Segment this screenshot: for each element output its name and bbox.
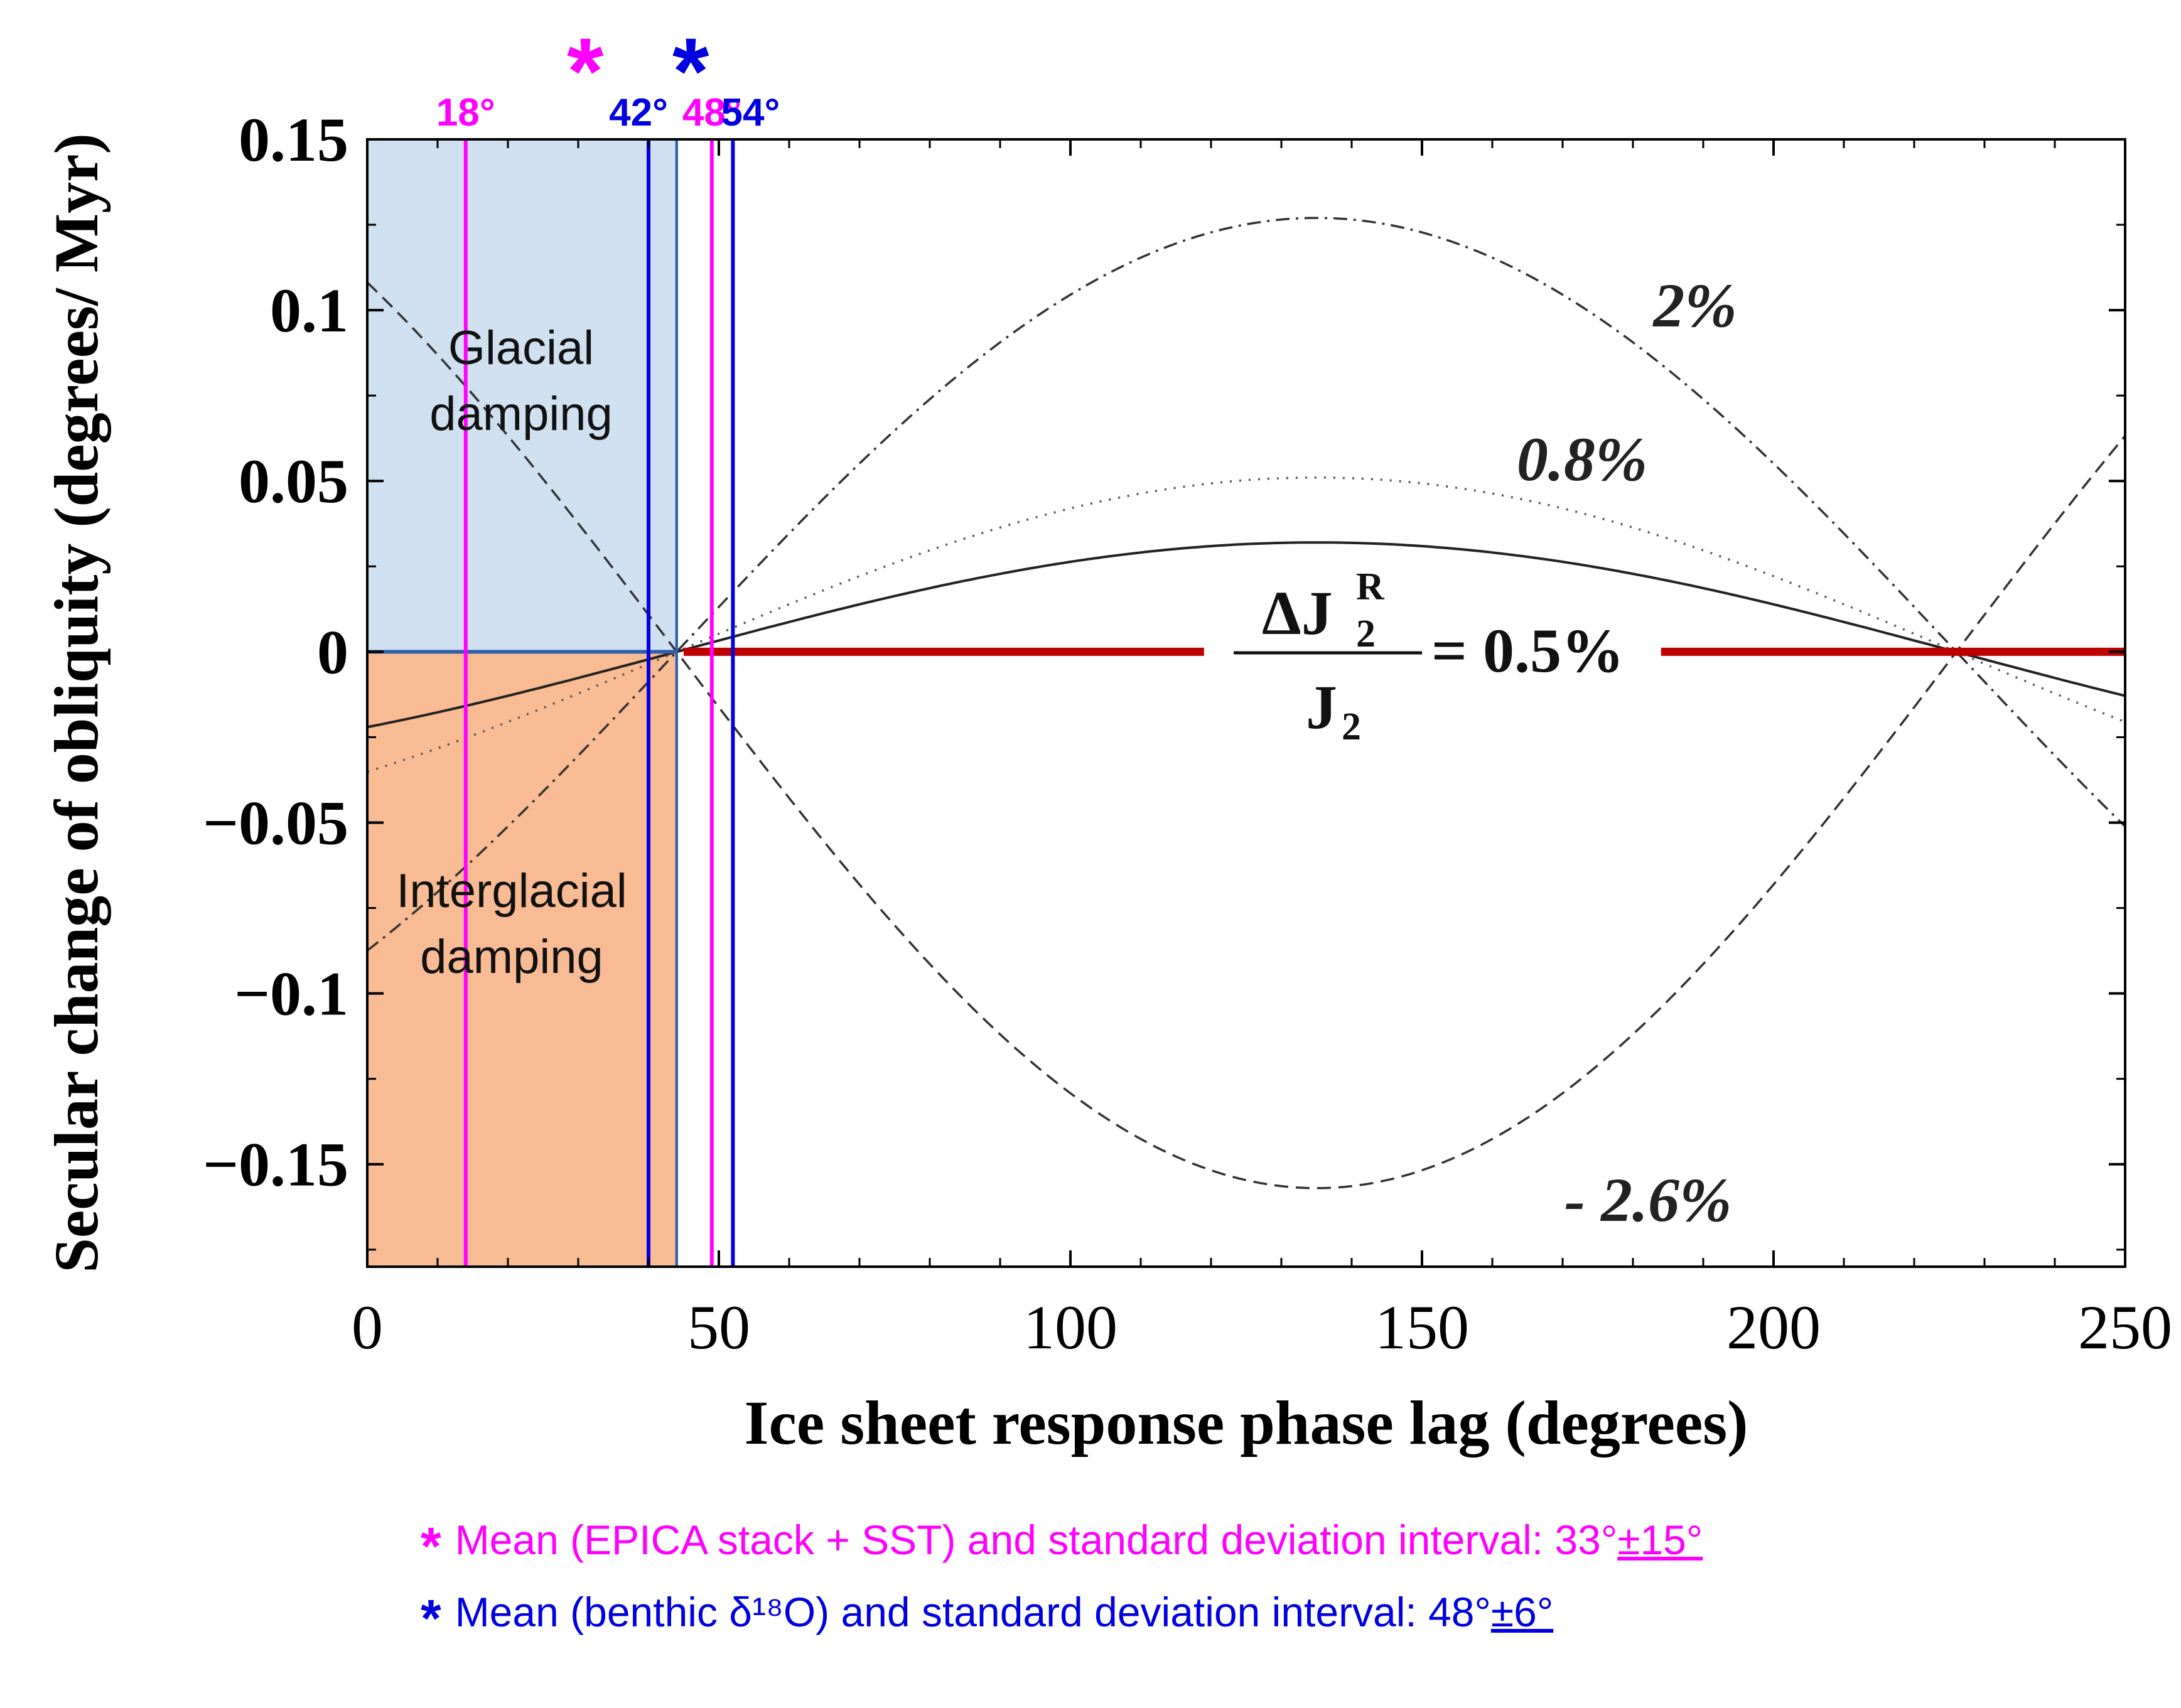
vline-label-2: 48°: [682, 91, 741, 134]
x-tick-label: 0: [352, 1292, 383, 1362]
y-axis-title: Secular change of obliquity (degrees/ My…: [41, 133, 111, 1273]
y-tick-label: −0.05: [203, 788, 348, 857]
vline-label-1: 42°: [609, 91, 668, 134]
equation-numerator: ΔJ: [1262, 578, 1333, 648]
plot-frame: [366, 138, 2126, 1268]
equation-numerator-subscript: 2: [1356, 613, 1376, 655]
curve-2pct: [366, 217, 2126, 952]
glacial-damping-label: Glacial: [448, 321, 594, 375]
magenta-star-icon: *: [421, 1517, 441, 1576]
x-axis-title: Ice sheet response phase lag (degrees): [745, 1388, 1748, 1458]
equation-denominator-subscript: 2: [1342, 706, 1361, 748]
equation-denominator: J: [1306, 672, 1337, 742]
footnote-benthic: * Mean (benthic δ¹⁸O) and standard deviat…: [421, 1588, 1553, 1649]
y-tick-label: −0.15: [203, 1130, 348, 1200]
magenta-star-marker: *: [567, 18, 604, 124]
x-tick-label: 250: [2078, 1292, 2172, 1362]
y-tick-label: 0.1: [270, 276, 348, 345]
x-tick-label: 150: [1375, 1292, 1469, 1362]
interglacial-damping-label: damping: [420, 930, 603, 984]
y-tick-label: 0.15: [239, 105, 348, 175]
y-tick-label: −0.1: [234, 959, 348, 1029]
x-tick-label: 100: [1023, 1292, 1117, 1362]
interglacial-damping-region: [366, 650, 678, 1268]
curve-0-5pct: [367, 541, 2126, 729]
curve-label-minus-2-6pct: - 2.6%: [1564, 1165, 1732, 1235]
equation-numerator-superscript: R: [1356, 566, 1385, 608]
footnote-epica: * Mean (EPICA stack + SST) and standard d…: [421, 1516, 1703, 1577]
x-tick-label: 200: [1726, 1292, 1821, 1362]
footnote-benthic-sd: ±6°: [1490, 1589, 1554, 1635]
vline-label-0: 18°: [436, 91, 495, 134]
y-tick-label: 0.05: [239, 446, 348, 516]
curve-label-0-8pct: 0.8%: [1517, 424, 1647, 494]
x-tick-label: 50: [687, 1292, 750, 1362]
blue-star-marker: *: [672, 18, 709, 124]
curve-label-2pct: 2%: [1652, 271, 1737, 340]
y-tick-label: 0: [317, 617, 348, 687]
blue-star-icon: *: [421, 1589, 441, 1648]
equation-value: = 0.5%: [1431, 616, 1624, 685]
glacial-damping-label: damping: [429, 387, 613, 441]
vline-label-3: 54°: [721, 91, 780, 134]
glacial-damping-region: [366, 138, 678, 653]
interglacial-damping-label: Interglacial: [396, 864, 627, 918]
footnote-benthic-text: Mean (benthic δ¹⁸O) and standard deviati…: [455, 1589, 1491, 1635]
footnote-epica-text: Mean (EPICA stack + SST) and standard de…: [455, 1517, 1618, 1563]
curve-minus-2-6pct: [366, 281, 2126, 1190]
footnote-epica-sd: ±15°: [1617, 1517, 1703, 1563]
